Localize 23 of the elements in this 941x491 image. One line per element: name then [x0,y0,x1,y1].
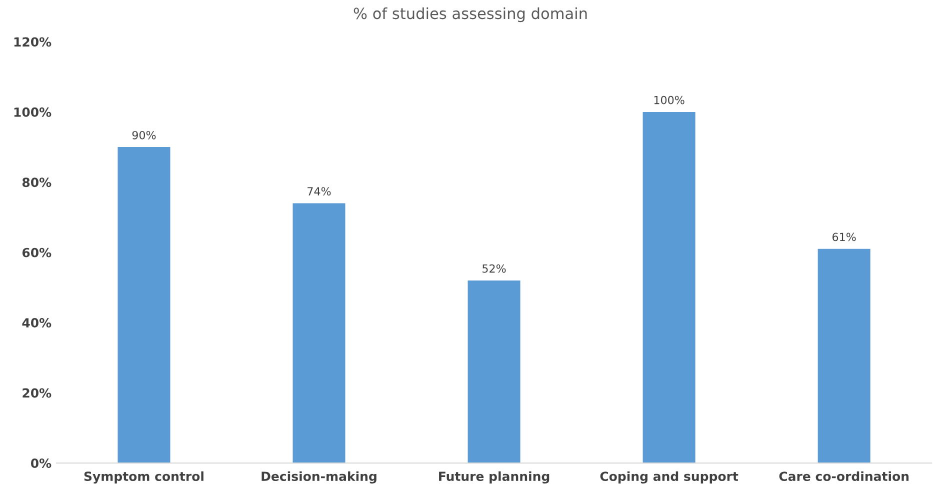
x-tick-label: Future planning [439,471,550,484]
bar [818,248,870,464]
bar [292,203,346,464]
y-tick-label: 20% [22,388,52,398]
bar [642,112,696,464]
data-label: 61% [832,232,856,242]
x-tick-label: Care co-ordination [779,471,909,482]
chart-title: % of studies assessing domain [354,7,587,22]
y-tick-label: 80% [22,178,52,188]
data-label: 100% [654,96,684,104]
y-tick-label: 0% [30,458,52,468]
y-tick-label: 40% [22,318,52,328]
y-tick-label: 120% [14,37,52,47]
y-tick-label: 100% [14,107,52,117]
x-tick-label: Decision-making [262,471,376,484]
data-label: 90% [132,130,156,140]
bar [468,280,520,464]
x-tick-label: Symptom control [84,471,204,484]
data-label: 52% [482,264,506,273]
bar [118,147,170,464]
data-label: 74% [308,187,331,196]
y-tick-label: 60% [22,248,52,258]
x-tick-label: Coping and support [600,471,738,484]
